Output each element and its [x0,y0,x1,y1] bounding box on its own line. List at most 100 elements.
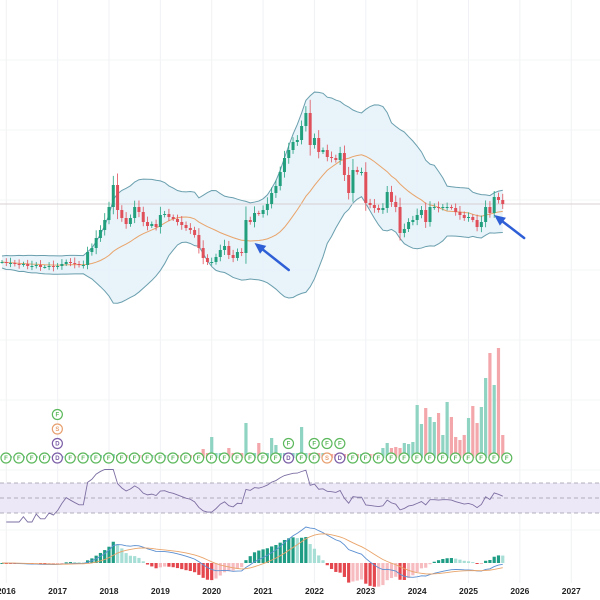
macd-histogram-bar [175,563,180,569]
candle-body [501,200,505,204]
event-marker-D[interactable]: D [282,452,295,464]
event-marker-F[interactable]: F [13,452,25,464]
event-marker-F[interactable]: F [424,452,436,464]
volume-bar [398,448,402,458]
marker-letter: F [287,442,291,448]
event-marker-F[interactable]: F [257,452,269,464]
event-marker-F[interactable]: F [385,452,397,464]
event-marker-S[interactable]: S [51,423,63,435]
annotations[interactable] [254,215,526,272]
candle-body [449,207,453,208]
event-marker-F[interactable]: F [270,452,282,464]
event-marker-F[interactable]: F [449,452,461,464]
event-marker-F[interactable]: F [128,452,140,464]
candle-body [51,266,55,267]
event-marker-F[interactable]: F [475,452,487,464]
candle [381,203,385,214]
event-marker-D[interactable]: D [334,452,346,464]
event-marker-F[interactable]: F [321,437,333,450]
candle [39,260,43,271]
macd-histogram-bar [278,542,282,563]
volume-bar [201,449,205,458]
event-marker-F[interactable]: F [51,408,63,421]
candle-body [312,138,316,145]
event-marker-F[interactable]: F [90,452,102,464]
event-marker-F[interactable]: F [0,452,12,464]
candle [411,215,415,226]
event-markers[interactable]: F F F F D D S F F F F F F F F F F F F F F F F F F D F F F F S F D F F F F F F F… [0,408,513,464]
candle [347,166,351,200]
event-marker-F[interactable]: F [154,452,166,464]
macd-histogram-bar [86,560,90,563]
candle [13,259,17,267]
event-marker-F[interactable]: F [462,452,474,464]
event-marker-F[interactable]: F [295,452,307,464]
volume-bar [471,406,475,458]
event-marker-F[interactable]: F [205,452,218,464]
x-tick-label: 2023 [356,586,375,596]
event-marker-S[interactable]: S [321,452,333,464]
macd-histogram-bar [158,563,162,568]
macd-histogram-bar [475,563,479,564]
event-marker-F[interactable]: F [26,452,38,464]
event-marker-D[interactable]: D [51,437,63,450]
arrow-annotation[interactable] [494,215,526,240]
event-marker-F[interactable]: F [38,452,51,464]
macd-histogram-bar [210,563,214,581]
event-marker-F[interactable]: F [103,452,115,464]
candle [471,214,475,223]
volume-bar [415,405,419,458]
candle-body [90,248,94,252]
event-marker-D[interactable]: D [51,452,63,464]
event-marker-F[interactable]: F [244,452,256,464]
candle-body [454,208,458,212]
arrow-annotation[interactable] [254,243,291,272]
event-marker-F[interactable]: F [308,437,320,450]
event-marker-F[interactable]: F [141,452,153,464]
event-marker-F[interactable]: F [488,452,500,464]
marker-circle [13,452,25,464]
macd-histogram-bar [415,563,419,573]
event-marker-F[interactable]: F [501,452,513,464]
candle [424,202,428,228]
macd-histogram-bar [205,563,210,580]
candle [205,254,209,266]
event-marker-F[interactable]: F [218,452,230,464]
macd-histogram-bar [317,555,321,563]
candle-body [265,204,269,210]
marker-circle [449,452,461,464]
event-marker-F[interactable]: F [411,452,423,464]
event-marker-F[interactable]: F [167,452,179,464]
macd-histogram-bar [107,546,111,563]
event-marker-F[interactable]: F [334,437,346,450]
event-marker-F[interactable]: F [436,452,449,464]
event-marker-F[interactable]: F [282,437,295,450]
candle [355,166,359,175]
x-tick-label: 2016 [0,586,16,596]
event-marker-F[interactable]: F [64,452,76,464]
macd-pane [0,526,505,587]
volume-bar [274,445,278,458]
candle [402,223,406,238]
event-marker-F[interactable]: F [398,452,410,464]
volume-bar [475,423,479,458]
marker-letter: F [158,456,162,462]
macd-histogram-bar [321,560,325,563]
event-marker-F[interactable]: F [231,452,243,464]
event-marker-F[interactable]: F [372,452,384,464]
event-marker-F[interactable]: F [308,452,320,464]
marker-letter: D [55,442,60,448]
event-marker-F[interactable]: F [359,452,372,464]
event-marker-F[interactable]: F [77,452,89,464]
event-marker-F[interactable]: F [347,452,359,464]
candle [94,230,98,255]
event-marker-F[interactable]: F [193,452,205,464]
time-axis[interactable]: 2016 2017 2018 2019 2020 2021 2022 2023 2024 2025… [0,586,581,596]
candle [197,228,201,254]
marker-letter: D [55,456,60,462]
candle-body [278,172,282,186]
event-marker-F[interactable]: F [115,452,128,464]
candle-body [9,263,13,264]
event-marker-F[interactable]: F [180,452,192,464]
